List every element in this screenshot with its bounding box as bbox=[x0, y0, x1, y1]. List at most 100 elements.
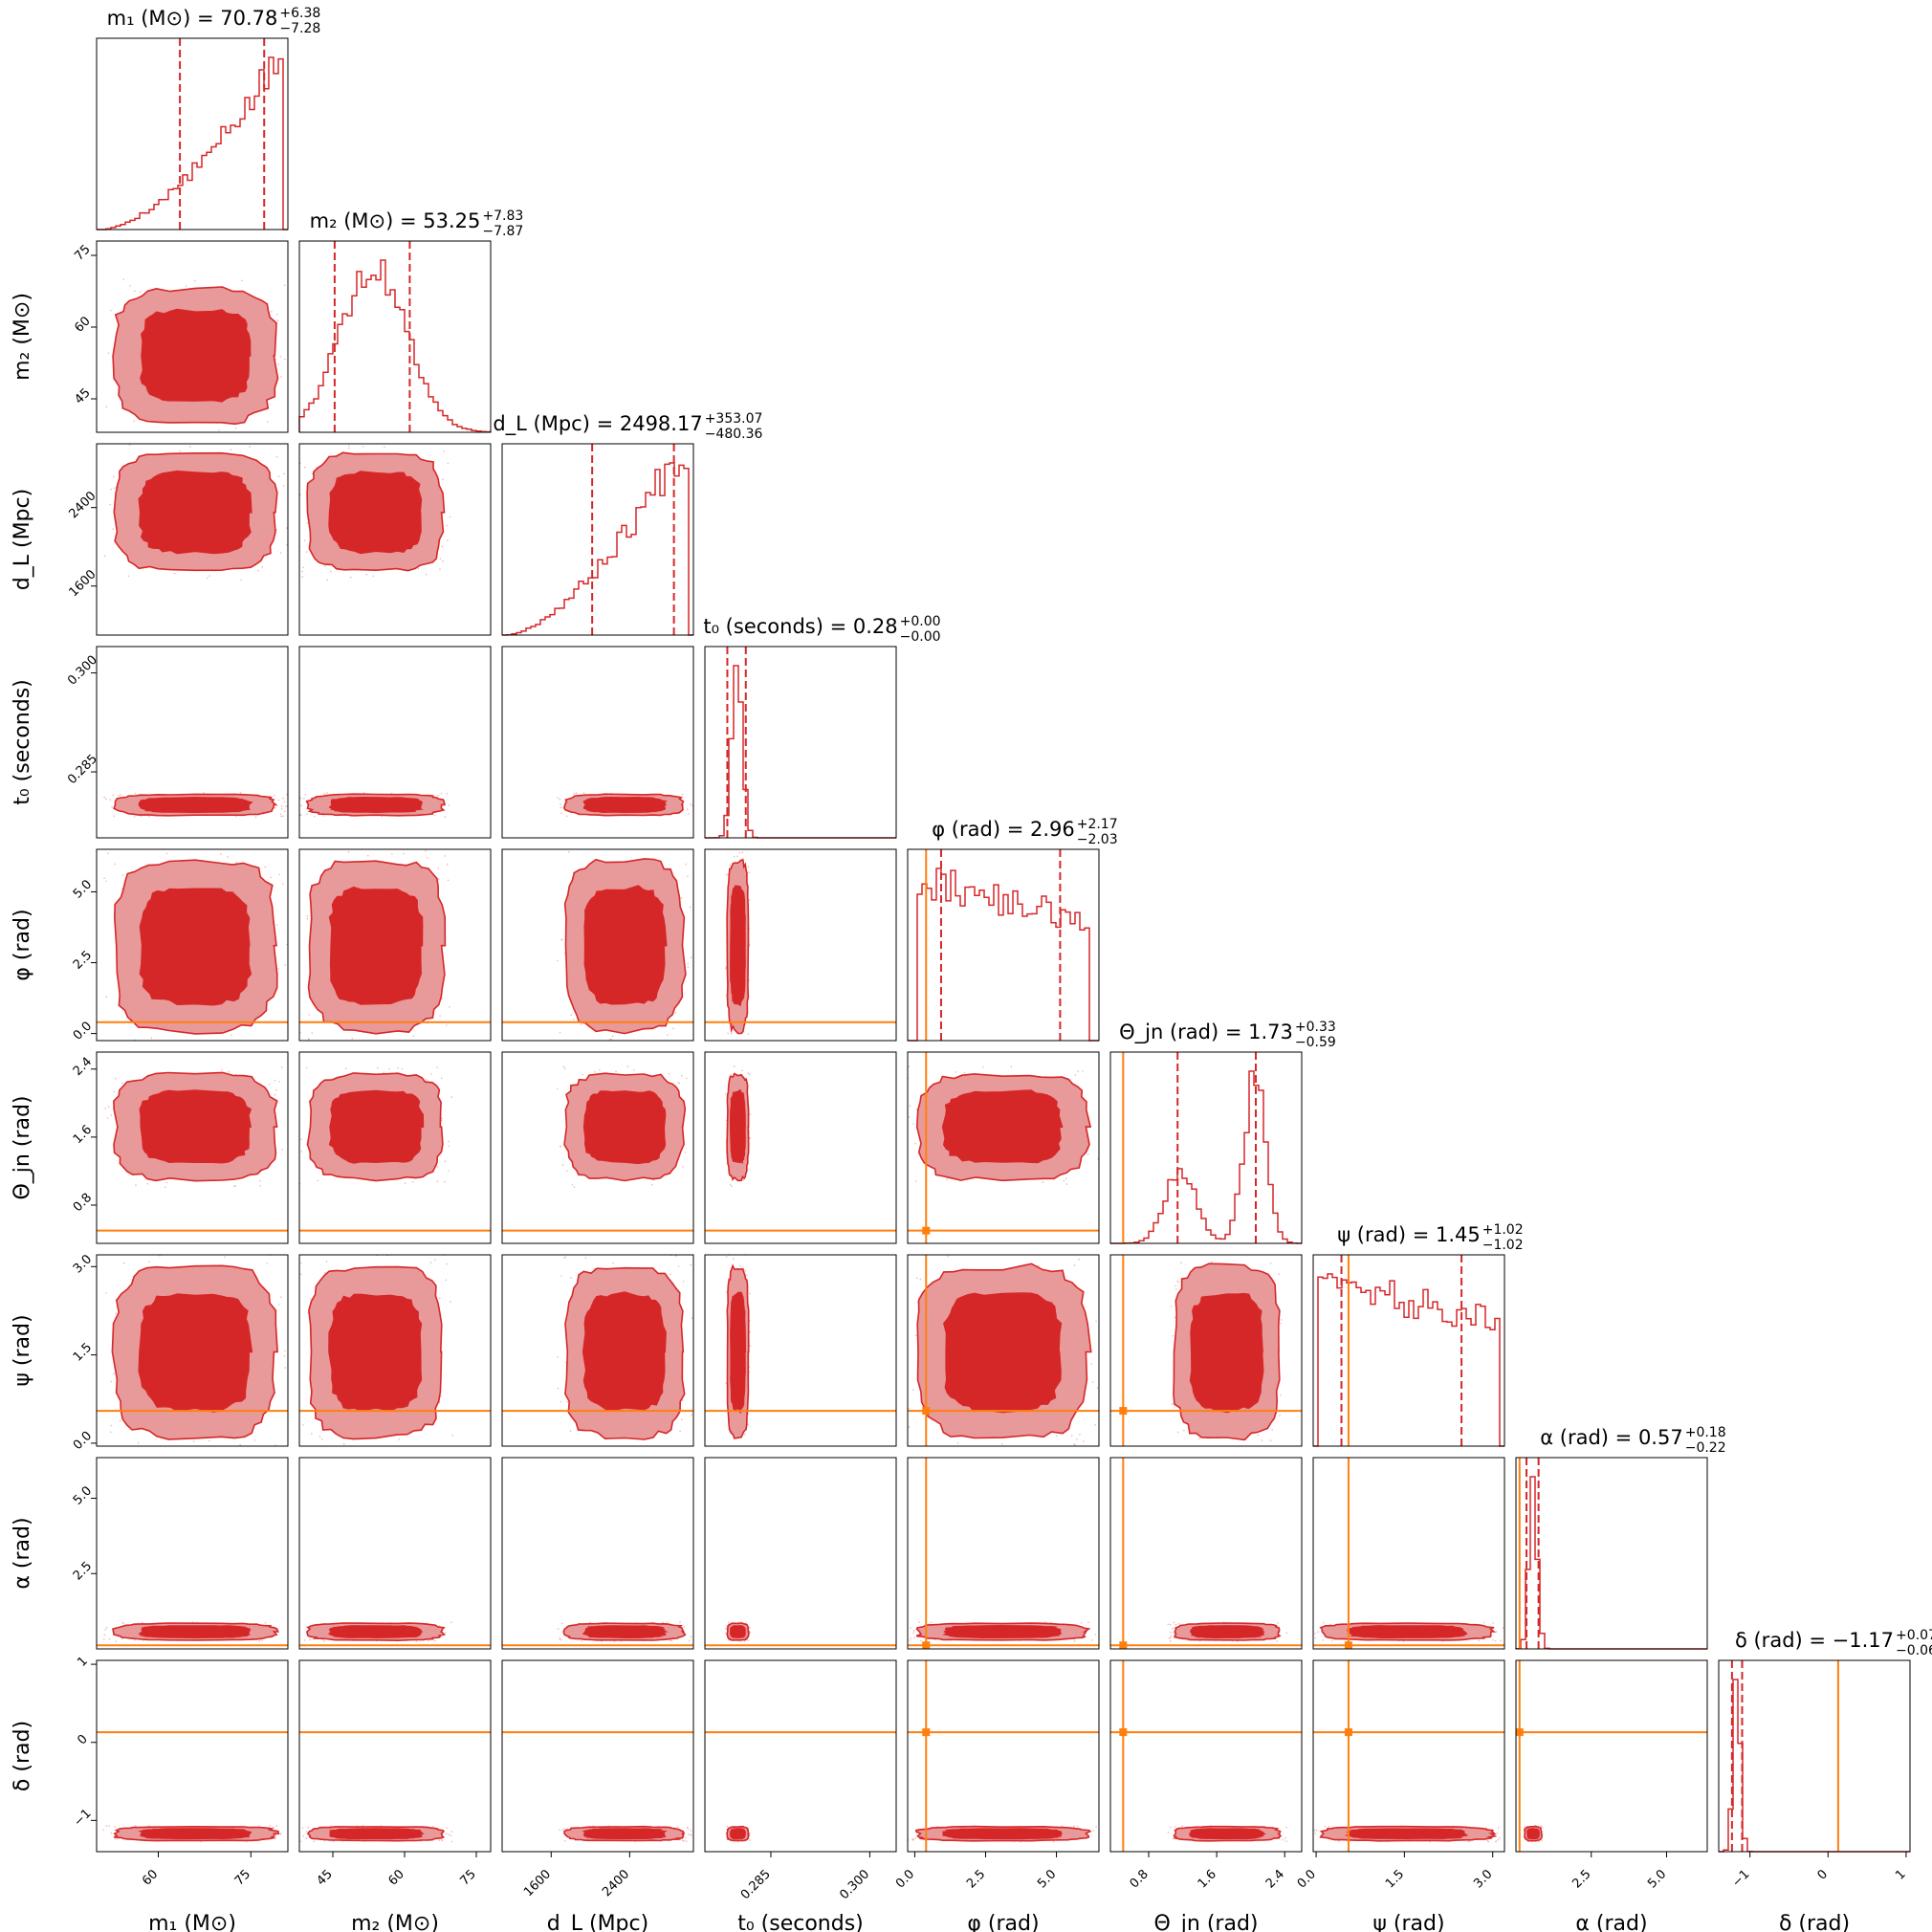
sample-point bbox=[1171, 1306, 1173, 1307]
sample-point bbox=[743, 1433, 746, 1436]
sample-point bbox=[688, 813, 690, 815]
error-minus: −0.59 bbox=[1295, 1035, 1336, 1050]
y-axis-label-theta: Θ_jn (rad) bbox=[11, 1095, 34, 1199]
sample-point bbox=[1285, 1840, 1287, 1842]
sample-point bbox=[670, 1639, 673, 1642]
sample-point bbox=[107, 852, 109, 854]
sample-point bbox=[1172, 1837, 1175, 1840]
sample-point bbox=[362, 792, 365, 794]
sample-point bbox=[909, 1639, 911, 1641]
sample-point bbox=[317, 1179, 319, 1182]
sample-point bbox=[278, 873, 281, 876]
sample-point bbox=[303, 1639, 306, 1641]
histogram-title: α (rad) = 0.57 bbox=[1540, 1426, 1682, 1449]
sample-point bbox=[1322, 1621, 1325, 1624]
sample-point bbox=[1280, 1319, 1283, 1321]
sample-point bbox=[428, 1639, 429, 1642]
sample-point bbox=[283, 801, 286, 803]
sample-point bbox=[681, 1399, 684, 1401]
sample-point bbox=[441, 545, 444, 548]
sample-point bbox=[688, 1639, 691, 1642]
panel-frame bbox=[1109, 1051, 1303, 1244]
sample-point bbox=[742, 1179, 744, 1181]
histogram-step bbox=[298, 259, 492, 433]
contour-inner bbox=[1189, 1625, 1265, 1639]
x-tick-label: 60 bbox=[386, 1867, 407, 1888]
sample-point bbox=[109, 1431, 112, 1434]
sample-point bbox=[677, 1826, 679, 1829]
sample-point bbox=[908, 1065, 910, 1067]
contour-theta-alpha bbox=[1109, 1457, 1303, 1650]
histogram-step bbox=[1110, 1070, 1302, 1244]
sample-point bbox=[417, 568, 420, 570]
sample-point bbox=[235, 862, 238, 864]
sample-point bbox=[206, 577, 209, 580]
contour-inner bbox=[1526, 1828, 1540, 1840]
sample-point bbox=[372, 575, 375, 578]
sample-point bbox=[687, 875, 689, 878]
sample-point bbox=[612, 1262, 614, 1264]
sample-point bbox=[748, 899, 751, 901]
sample-point bbox=[280, 805, 283, 807]
sample-point bbox=[690, 1263, 692, 1266]
sample-point bbox=[915, 1180, 917, 1182]
sample-point bbox=[963, 1071, 966, 1074]
x-axis-label-psi: ψ (rad) bbox=[1372, 1912, 1444, 1932]
sample-point bbox=[439, 558, 442, 560]
sample-point bbox=[450, 1831, 453, 1833]
sample-point bbox=[1324, 1825, 1327, 1828]
sample-point bbox=[299, 1273, 302, 1276]
panel-frame bbox=[1718, 1659, 1911, 1853]
sample-point bbox=[305, 1837, 308, 1839]
sample-point bbox=[271, 311, 273, 313]
sample-point bbox=[123, 1262, 125, 1264]
sample-point bbox=[1170, 1635, 1173, 1637]
sample-point bbox=[1074, 1074, 1077, 1076]
sample-point bbox=[303, 798, 305, 800]
sample-point bbox=[1044, 1621, 1046, 1623]
contour-phi-psi bbox=[907, 1254, 1100, 1447]
truth-marker bbox=[1119, 1641, 1128, 1650]
contour-t0-alpha bbox=[704, 1457, 897, 1650]
truth-marker bbox=[922, 1728, 931, 1737]
sample-point bbox=[115, 1077, 117, 1080]
sample-point bbox=[282, 797, 284, 800]
contour-m1-m2 bbox=[96, 240, 289, 433]
sample-point bbox=[626, 1065, 629, 1067]
sample-point bbox=[102, 1829, 104, 1831]
sample-point bbox=[560, 806, 562, 808]
sample-point bbox=[681, 793, 684, 796]
y-tick-label: 5.0 bbox=[71, 877, 95, 901]
sample-point bbox=[284, 1367, 287, 1369]
sample-point bbox=[1010, 1065, 1013, 1068]
panel-frame bbox=[96, 1659, 289, 1853]
sample-point bbox=[691, 1834, 692, 1836]
sample-point bbox=[109, 503, 112, 506]
sample-point bbox=[275, 529, 278, 531]
sample-point bbox=[726, 1825, 729, 1828]
sample-point bbox=[113, 475, 115, 478]
sample-point bbox=[1076, 1825, 1079, 1828]
sample-point bbox=[559, 1638, 560, 1641]
x-tick-label: 0.285 bbox=[738, 1867, 774, 1902]
sample-point bbox=[566, 815, 568, 818]
sample-point bbox=[689, 906, 692, 909]
contour-inner bbox=[730, 1828, 747, 1839]
sample-point bbox=[441, 1839, 443, 1841]
histogram-phi: φ (rad) = 2.96 +2.17−2.03 bbox=[907, 817, 1118, 1042]
sample-point bbox=[108, 1825, 110, 1828]
panel-frame bbox=[96, 443, 289, 636]
sample-point bbox=[560, 1146, 562, 1148]
panel-frame bbox=[501, 443, 694, 636]
sample-point bbox=[437, 878, 440, 880]
sample-point bbox=[1167, 1623, 1170, 1626]
sample-point bbox=[725, 873, 728, 876]
sample-point bbox=[947, 1255, 950, 1258]
sample-point bbox=[685, 1837, 687, 1839]
sample-point bbox=[1091, 1639, 1093, 1641]
sample-point bbox=[448, 1145, 450, 1147]
sample-point bbox=[299, 797, 302, 800]
sample-point bbox=[908, 1407, 910, 1410]
sample-point bbox=[436, 1066, 438, 1068]
sample-point bbox=[105, 406, 108, 408]
